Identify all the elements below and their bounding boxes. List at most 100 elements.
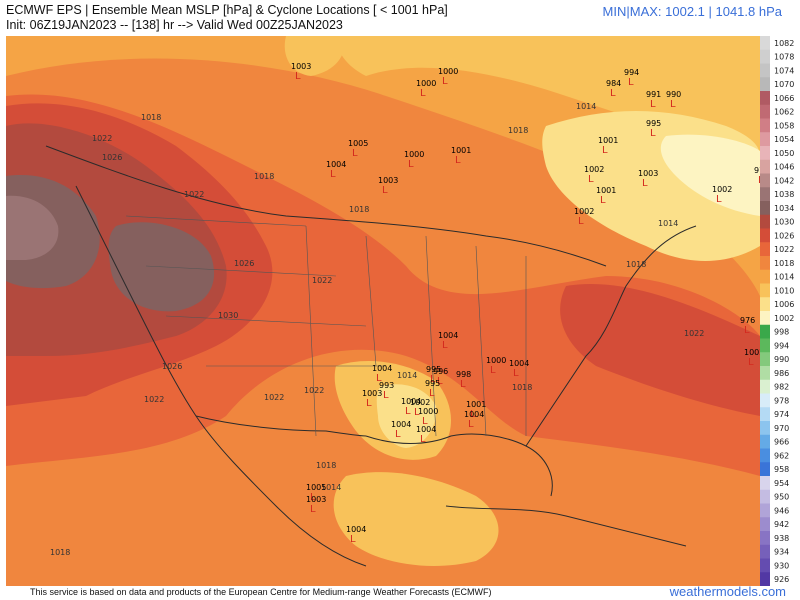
- cyclone-pressure-label: 1002: [410, 398, 430, 407]
- isobar-label: 1018: [141, 113, 161, 122]
- footer-attribution: This service is based on data and produc…: [30, 587, 492, 597]
- legend-swatch: [760, 36, 770, 51]
- cyclone-low-symbol: L: [382, 185, 388, 196]
- cyclone-pressure-label: 1002: [574, 207, 594, 216]
- legend-swatch: [760, 77, 770, 92]
- cyclone-pressure-label: 1004: [372, 364, 392, 373]
- cyclone-low-symbol: L: [578, 216, 584, 227]
- legend-swatch: [760, 379, 770, 394]
- cyclone-pressure-label: 996: [433, 367, 448, 376]
- legend-swatch: [760, 324, 770, 339]
- legend-level-label: 1058: [774, 121, 794, 130]
- cyclone-low-symbol: L: [330, 169, 336, 180]
- cyclone-low-symbol: L: [588, 174, 594, 185]
- legend-swatch: [760, 476, 770, 491]
- cyclone-low-symbol: L: [748, 357, 754, 368]
- cyclone-low-symbol: L: [513, 368, 519, 379]
- legend-level-label: 1082: [774, 39, 794, 48]
- canada-us-border: [45, 145, 607, 267]
- cyclone-low-symbol: L: [468, 419, 474, 430]
- legend-swatch: [760, 228, 770, 243]
- legend-swatch: [760, 544, 770, 559]
- legend-level-label: 1074: [774, 66, 794, 75]
- cyclone-pressure-label: 993: [379, 381, 394, 390]
- cyclone-pressure-label: 1005: [306, 483, 326, 492]
- legend-level-label: 1050: [774, 149, 794, 158]
- isobar-labels: 1018 1022 1026 1022 1026 1030 1026 1022 1022 1022…: [50, 102, 704, 600]
- pacific-coast: [75, 185, 367, 567]
- isobar-label: 1022: [684, 329, 704, 338]
- cyclone-low-symbol: L: [420, 88, 426, 99]
- legend-swatch: [760, 421, 770, 436]
- cyclone-low-symbol: L: [310, 492, 316, 503]
- cyclone-low-symbol: L: [470, 409, 476, 420]
- legend-swatch: [760, 531, 770, 546]
- footer-bar: This service is based on data and produc…: [0, 584, 800, 600]
- cyclone-low-symbol: L: [422, 416, 428, 427]
- isobar-label: 1018: [50, 548, 70, 557]
- cyclone-pressure-label: 994: [624, 68, 639, 77]
- header-bar: ECMWF EPS | Ensemble Mean MSLP [hPa] & C…: [0, 0, 800, 36]
- legend-level-label: 982: [774, 383, 789, 392]
- legend-level-label: 962: [774, 451, 789, 460]
- legend-level-label: 938: [774, 534, 789, 543]
- cyclone-pressure-label: 1000: [416, 79, 436, 88]
- cyclone-pressure-label: 1003: [362, 389, 382, 398]
- isobar-label: 1026: [234, 259, 254, 268]
- isobar-label: 1026: [102, 153, 122, 162]
- field-1002-labrador: [660, 134, 760, 216]
- legend-level-label: 1002: [774, 314, 794, 323]
- cyclone-low-symbol: L: [350, 534, 356, 545]
- cyclone-pressure-label: 990: [666, 90, 681, 99]
- cyclone-pressure-label: 995: [646, 119, 661, 128]
- cyclone-pressure-label: 1001: [598, 136, 618, 145]
- map-title: ECMWF EPS | Ensemble Mean MSLP [hPa] & C…: [6, 3, 448, 17]
- cyclone-low-symbol: L: [490, 365, 496, 376]
- isobar-label: 1022: [92, 134, 112, 143]
- footer-brand-link[interactable]: weathermodels.com: [669, 584, 786, 599]
- legend-level-label: 1014: [774, 273, 794, 282]
- legend-swatch: [760, 448, 770, 463]
- legend-level-label: 1070: [774, 80, 794, 89]
- legend-swatch: [760, 132, 770, 147]
- cyclone-pressure-label: 1004: [438, 331, 458, 340]
- isobar-label: 1018: [316, 461, 336, 470]
- legend-level-label: 950: [774, 493, 789, 502]
- cyclone-pressure-label: 1001: [451, 146, 471, 155]
- isobar-label: 1018: [349, 205, 369, 214]
- cyclone-markers: 1003L1000L1000L1005L1004L1000L1001L1003L…: [291, 62, 769, 545]
- legend-level-label: 1022: [774, 245, 794, 254]
- cyclone-low-symbol: L: [420, 434, 426, 445]
- cyclone-low-symbol: L: [430, 374, 436, 385]
- legend-swatch: [760, 297, 770, 312]
- field-1010-mexico: [333, 472, 499, 566]
- cyclone-low-symbol: L: [460, 379, 466, 390]
- legend-swatch: [760, 462, 770, 477]
- cyclone-low-symbol: L: [628, 77, 634, 88]
- cyclone-pressure-label: 995: [425, 379, 440, 388]
- isobar-label: 1022: [312, 276, 332, 285]
- cyclone-low-symbol: L: [744, 325, 750, 336]
- legend-level-label: 974: [774, 410, 789, 419]
- legend-level-label: 1078: [774, 53, 794, 62]
- cyclone-low-symbol: L: [610, 88, 616, 99]
- legend-level-label: 1062: [774, 108, 794, 117]
- cyclone-pressure-label: 1000: [438, 67, 458, 76]
- field-1026-atlantic: [560, 284, 760, 416]
- cyclone-low-symbol: L: [376, 373, 382, 384]
- cyclone-pressure-label: 1004: [509, 359, 529, 368]
- legend-swatch: [760, 407, 770, 422]
- legend-level-label: 930: [774, 561, 789, 570]
